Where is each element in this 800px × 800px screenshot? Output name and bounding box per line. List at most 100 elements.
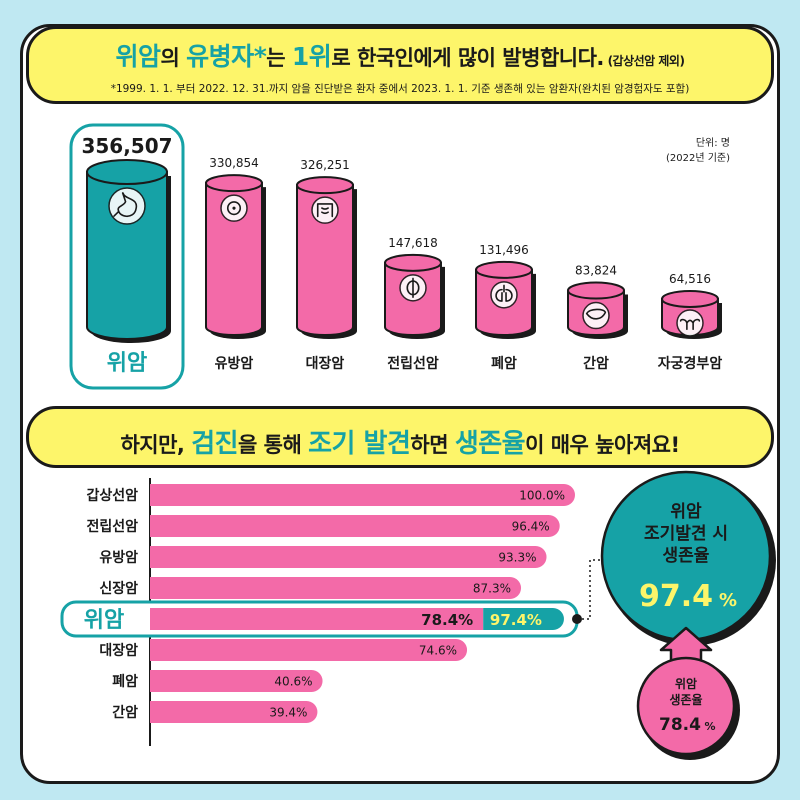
bar	[150, 515, 560, 537]
connector-line	[582, 559, 604, 620]
value-label: 330,854	[209, 156, 259, 170]
icon-circle	[108, 187, 146, 225]
bar	[150, 577, 522, 599]
bar	[150, 639, 468, 661]
bar-6: 64,516 자궁경부암	[658, 272, 723, 372]
category-label: 간암	[583, 355, 609, 372]
breast-icon	[226, 201, 242, 216]
bar-early	[483, 608, 564, 630]
bar-2: 326,251 대장암	[296, 158, 357, 372]
callout-line: 생존율	[669, 692, 702, 707]
bar-5: 83,824 간암	[567, 264, 628, 372]
unit-label: 단위: 명 (2022년 기준)	[666, 136, 730, 166]
title-highlight-prevalence: 유병자	[186, 42, 254, 71]
value-label: 93.3%	[498, 551, 536, 565]
category-label: 대장암	[306, 355, 345, 372]
intestine-icon	[316, 203, 334, 218]
category-label: 유방암	[99, 549, 138, 566]
icon-circle	[490, 281, 518, 309]
category-label: 폐암	[491, 355, 517, 372]
category-label: 유방암	[215, 355, 254, 372]
value-label: 40.6%	[274, 675, 312, 689]
title-text: 로 한국인에게 많이 발병합니다.	[331, 46, 604, 70]
bar-body	[86, 171, 168, 340]
bar-top	[661, 289, 719, 308]
icon-circle	[676, 309, 704, 337]
bar-top	[205, 174, 263, 193]
survival-row-4: 78.4% 97.4% 위암	[60, 559, 604, 638]
uterus-icon	[679, 318, 701, 331]
stomach-icon	[113, 192, 138, 218]
value-label: 87.3%	[473, 582, 511, 596]
value-label: 100.0%	[519, 489, 565, 503]
bar-top	[567, 281, 625, 300]
category-label: 자궁경부암	[658, 355, 723, 372]
section2-highlight-screening: 검진	[191, 429, 239, 459]
bar-4: 131,496 폐암	[475, 243, 536, 372]
survival-row-7: 39.4% 간암	[112, 701, 318, 723]
category-label: 갑상선암	[86, 487, 138, 504]
title-exclusion: (갑상선암 제외)	[603, 54, 685, 68]
icon-dot	[232, 206, 236, 210]
bar-1: 330,854 유방암	[205, 156, 266, 372]
survival-row-2: 93.3% 유방암	[99, 546, 547, 568]
value-label: 131,496	[479, 243, 529, 257]
unit-year: (2022년 기준)	[665, 153, 730, 164]
title-text: 는	[266, 46, 292, 70]
value-label: 96.4%	[512, 520, 550, 534]
survival-row-5: 74.6% 대장암	[99, 639, 468, 661]
callout-line: 위암	[675, 677, 697, 691]
bar	[150, 701, 318, 723]
survival-row-3: 87.3% 신장암	[99, 577, 522, 599]
category-label: 전립선암	[387, 355, 439, 372]
category-label: 대장암	[99, 642, 138, 659]
category-label: 폐암	[112, 673, 138, 690]
title-asterisk: *	[253, 42, 267, 71]
callout-blob	[636, 656, 736, 756]
section2-text: 하면	[410, 433, 455, 457]
connector-dot	[572, 614, 582, 624]
survival-row-6: 40.6% 폐암	[112, 670, 323, 692]
value-label: 356,507	[81, 134, 172, 158]
category-label: 간암	[112, 704, 138, 721]
bar-0: 356,507 위암	[81, 134, 172, 376]
value-label: 39.4%	[269, 706, 307, 720]
liver-icon	[585, 308, 607, 320]
bar	[150, 546, 547, 568]
section2-banner: 하지만, 검진을 통해 조기 발견하면 생존율이 매우 높아져요!	[26, 406, 774, 468]
callout-unit: %	[719, 590, 737, 611]
bar	[150, 484, 575, 506]
survival-row-0: 100.0% 갑상선암	[86, 484, 575, 506]
callout-unit: %	[704, 720, 715, 733]
header-banner: 위암의 유병자*는 1위로 한국인에게 많이 발병합니다. (갑상선암 제외) …	[26, 26, 774, 104]
bar-top	[384, 253, 442, 272]
title-highlight-rank: 1위	[291, 42, 332, 71]
unit-text: 단위: 명	[695, 138, 730, 149]
icon-circle	[582, 301, 610, 330]
prostate-icon	[406, 277, 420, 298]
value-label: 147,618	[388, 236, 438, 250]
bar-3: 147,618 전립선암	[384, 236, 445, 372]
title-highlight-stomach: 위암	[115, 42, 162, 71]
title-text: 의	[160, 46, 187, 70]
bar-top	[296, 176, 354, 195]
section2-text: 을 통해	[238, 433, 309, 457]
callout-value: 78.4	[659, 715, 701, 735]
section2-highlight-early: 조기 발견	[308, 429, 411, 459]
lung-icon	[495, 284, 513, 302]
section2-title: 하지만, 검진을 통해 조기 발견하면 생존율이 매우 높아져요!	[29, 423, 771, 460]
section2-highlight-survival: 생존율	[454, 429, 526, 459]
section2-text: 하지만,	[120, 433, 192, 457]
header-title: 위암의 유병자*는 1위로 한국인에게 많이 발병합니다. (갑상선암 제외)	[29, 37, 771, 73]
bar-body	[296, 184, 354, 336]
header-note: *1999. 1. 1. 부터 2022. 12. 31.까지 암을 진단받은 …	[110, 83, 690, 95]
bar	[150, 670, 323, 692]
section2-text: 이 매우 높아져요!	[525, 433, 680, 457]
value-label: 326,251	[300, 158, 350, 172]
value-label: 64,516	[669, 272, 711, 286]
survival-row-1: 96.4% 전립선암	[86, 515, 560, 537]
callout-line: 생존율	[663, 546, 710, 566]
